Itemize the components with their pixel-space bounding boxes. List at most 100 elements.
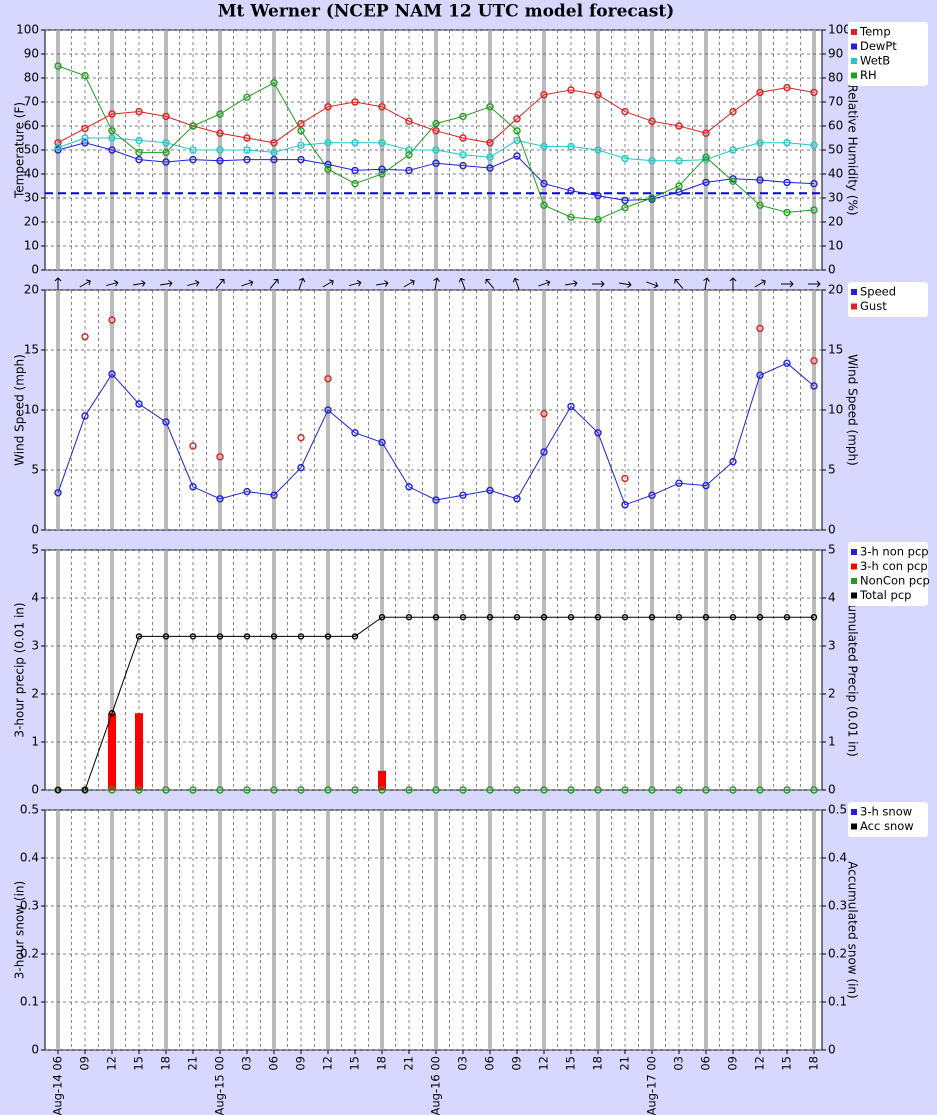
- wind-arrow-head: [273, 278, 279, 284]
- y-tick-label: 100: [16, 23, 39, 37]
- point: [810, 179, 818, 188]
- point: [243, 487, 251, 496]
- point: [621, 614, 629, 621]
- series-line: [57, 65, 815, 221]
- wind-arrow-shaft: [79, 280, 91, 288]
- wind-arrow-shaft: [646, 281, 658, 287]
- point: [756, 371, 764, 379]
- point: [297, 155, 305, 164]
- x-tick-label: 15: [348, 1056, 362, 1071]
- y-tick-label: 90: [24, 47, 39, 61]
- y-tick-label: 15: [24, 343, 39, 357]
- point: [540, 201, 548, 209]
- legend-label: Speed: [860, 285, 896, 299]
- point: [675, 479, 683, 487]
- point: [567, 614, 575, 621]
- wind-arrow-shaft: [460, 278, 466, 290]
- point: [378, 139, 386, 147]
- y-tick-label: 10: [24, 403, 39, 417]
- point: [243, 633, 251, 640]
- point: [216, 495, 224, 503]
- point: [297, 433, 305, 442]
- wind-arrow-shaft: [674, 279, 684, 289]
- y2-tick-label: 60: [828, 119, 843, 133]
- point: [135, 136, 143, 145]
- point: [594, 215, 602, 224]
- bar: [378, 770, 386, 790]
- point: [108, 127, 116, 135]
- point: [378, 103, 386, 111]
- x-tick-label: 21: [402, 1056, 416, 1071]
- point: [621, 786, 629, 794]
- point: [324, 786, 332, 794]
- point: [189, 633, 197, 640]
- y-tick-label: 30: [24, 191, 39, 205]
- y-tick-label: 0.2: [20, 947, 39, 961]
- point: [459, 161, 467, 170]
- y2-tick-label: 40: [828, 167, 843, 181]
- legend-swatch: [851, 578, 857, 584]
- point: [729, 786, 737, 794]
- y-tick-label: 2: [31, 687, 39, 701]
- legend-swatch: [851, 29, 857, 35]
- point: [324, 165, 332, 173]
- point: [135, 155, 143, 164]
- wind-arrow: [54, 277, 62, 290]
- point: [243, 93, 251, 101]
- y-tick-label: 0.5: [20, 803, 39, 817]
- point: [351, 98, 359, 106]
- wind-arrow-shaft: [376, 282, 388, 286]
- point: [540, 91, 548, 99]
- series-line: [57, 87, 815, 144]
- point: [324, 139, 332, 147]
- point: [297, 633, 305, 640]
- legend-label: NonCon pcp: [860, 574, 930, 588]
- point: [621, 154, 629, 163]
- legend-label: Total pcp: [859, 588, 911, 602]
- wind-arrow-head: [458, 277, 466, 283]
- point: [81, 124, 89, 133]
- point: [351, 786, 359, 794]
- point: [162, 112, 170, 121]
- wind-arrow-shaft: [349, 281, 361, 287]
- wind-arrow: [241, 279, 254, 287]
- y2-tick-label: 90: [828, 47, 843, 61]
- y2-tick-label: 1: [828, 735, 836, 749]
- wind-arrow-shaft: [215, 279, 225, 289]
- point: [81, 412, 89, 420]
- wind-arrow: [403, 279, 415, 288]
- y-tick-label: 0.3: [20, 899, 39, 913]
- wind-arrow-shaft: [322, 280, 334, 288]
- legend-swatch: [851, 592, 857, 599]
- wind-arrow: [349, 279, 362, 287]
- point: [540, 786, 548, 794]
- point: [675, 157, 683, 165]
- point: [648, 786, 656, 794]
- point: [405, 483, 413, 491]
- wind-arrow-head: [85, 279, 91, 286]
- point: [648, 194, 656, 202]
- point: [162, 148, 170, 157]
- x-tick-label: 18: [159, 1056, 173, 1071]
- wind-arrow: [79, 279, 91, 288]
- legend-label: WetB: [860, 54, 890, 68]
- y2-tick-label: 4: [828, 591, 836, 605]
- y2-tick-label: 15: [828, 343, 843, 357]
- wind-arrow-head: [328, 279, 334, 286]
- wind-arrow-head: [653, 281, 659, 289]
- y2-tick-label: 0.4: [828, 851, 847, 865]
- point: [729, 146, 737, 154]
- wind-arrow-head: [298, 277, 306, 283]
- point: [702, 178, 710, 187]
- point: [783, 614, 791, 621]
- point: [594, 786, 602, 794]
- point: [405, 151, 413, 159]
- x-tick-label: 03: [456, 1056, 470, 1071]
- point: [756, 139, 764, 147]
- point: [648, 614, 656, 621]
- y-tick-label: 0.1: [20, 995, 39, 1009]
- point: [270, 155, 278, 164]
- y2-tick-label: 0.5: [828, 803, 847, 817]
- y-tick-label: 20: [24, 215, 39, 229]
